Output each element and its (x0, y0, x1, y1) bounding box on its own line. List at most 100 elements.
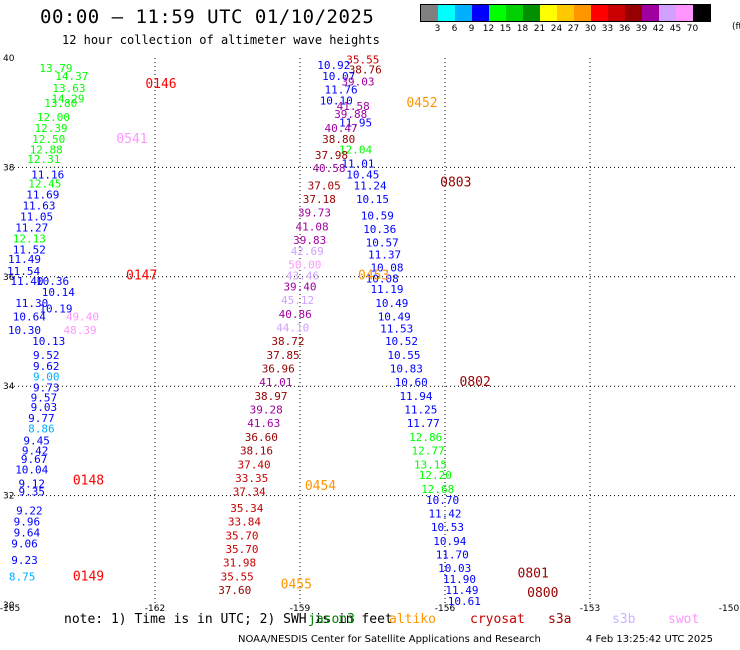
swh-value: 11.52 (13, 243, 46, 256)
swh-value: 35.55 (221, 570, 254, 583)
swh-value: 35.70 (225, 529, 258, 542)
legend-label: 45 (669, 24, 682, 34)
swh-value: 13.79 (39, 62, 72, 75)
y-tick-label: 38 (3, 163, 15, 173)
swh-value: 13.80 (44, 97, 77, 110)
x-tick-label: -162 (145, 604, 165, 614)
swh-value: 13.15 (414, 458, 447, 471)
swh-value: 45.12 (281, 294, 314, 307)
pass-time-label: 0147 (126, 269, 157, 284)
legend-swatch (472, 5, 489, 21)
swh-value: 39.73 (298, 207, 331, 220)
swh-value: 10.03 (438, 562, 471, 575)
swh-value: 10.61 (448, 595, 481, 608)
legend-label: 36 (618, 24, 631, 34)
pass-time-label: 0801 (518, 567, 549, 582)
swh-value: 38.76 (349, 63, 382, 76)
swh-value: 11.94 (399, 390, 432, 403)
pass-time-label: 0454 (305, 479, 336, 494)
swh-value: 38.80 (322, 133, 355, 146)
swh-value: 11.69 (26, 189, 59, 202)
satellite-cryosat: cryosat (470, 612, 525, 627)
legend-swatch (540, 5, 557, 21)
footer-note: note: 1) Time is in UTC; 2) SWH is in fe… (64, 612, 393, 627)
swh-value: 48.39 (64, 324, 97, 337)
swh-value: 10.52 (385, 335, 418, 348)
legend-swatch (659, 5, 676, 21)
swh-value: 9.06 (11, 538, 38, 551)
swh-value: 9.77 (28, 412, 55, 425)
legend-label: 15 (499, 24, 512, 34)
page-title: 00:00 – 11:59 UTC 01/10/2025 (40, 6, 375, 28)
swh-value: 11.42 (428, 507, 461, 520)
swh-value: 10.36 (363, 223, 396, 236)
swh-value: 11.30 (15, 297, 48, 310)
swh-value: 10.36 (36, 275, 69, 288)
swh-value: 12.20 (419, 469, 452, 482)
swh-value: 35.70 (225, 543, 258, 556)
pass-time-label: 0149 (73, 569, 104, 584)
swh-value: 9.73 (33, 382, 60, 395)
swh-value: 10.08 (366, 272, 399, 285)
swh-value: 12.50 (32, 133, 65, 146)
swh-value: 12.39 (35, 122, 68, 135)
swh-value: 9.45 (23, 435, 50, 448)
swh-value: 10.49 (375, 297, 408, 310)
swh-value: 10.83 (390, 363, 423, 376)
y-tick-label: 40 (3, 54, 15, 64)
swh-value: 12.45 (28, 178, 61, 191)
swh-value: 10.14 (42, 286, 75, 299)
legend-swatch (625, 5, 642, 21)
swh-value: 35.34 (230, 502, 263, 515)
swh-value: 43.46 (286, 270, 319, 283)
legend-swatch (574, 5, 591, 21)
x-tick-label: -153 (580, 604, 600, 614)
swh-value: 11.53 (380, 323, 413, 336)
legend-label: 12 (482, 24, 495, 34)
swh-value: 14.29 (51, 92, 84, 105)
satellite-swot: swot (668, 612, 700, 627)
swh-value: 11.24 (354, 179, 387, 192)
swh-value: 9.00 (33, 371, 60, 384)
swh-value: 38.97 (254, 390, 287, 403)
swh-value: 10.49 (378, 311, 411, 324)
swh-value: 37.60 (218, 584, 251, 597)
swh-value: 10.15 (356, 193, 389, 206)
swh-value: 12.04 (339, 144, 372, 157)
swh-value: 11.01 (341, 157, 374, 170)
swh-value: 44.10 (276, 322, 309, 335)
swh-value: 12.00 (37, 111, 70, 124)
swh-value: 11.95 (339, 116, 372, 129)
swh-value: 12.68 (421, 483, 454, 496)
legend-swatch (523, 5, 540, 21)
swh-value: 37.34 (233, 486, 266, 499)
swh-value: 10.94 (433, 535, 466, 548)
legend-label: 42 (652, 24, 665, 34)
pass-time-label: 0452 (406, 96, 437, 111)
swh-value: 10.70 (426, 494, 459, 507)
swh-value: 11.16 (31, 168, 64, 181)
swh-value: 10.45 (346, 168, 379, 181)
pass-time-label: 0146 (145, 77, 176, 92)
swh-value: 11.76 (325, 84, 358, 97)
swh-value: 11.25 (404, 404, 437, 417)
pass-time-label: 0800 (527, 586, 558, 601)
legend-swatch (421, 5, 438, 21)
swh-value: 10.64 (13, 311, 46, 324)
swh-value: 12.77 (412, 445, 445, 458)
swh-value: 37.40 (238, 458, 271, 471)
pass-time-label: 0541 (116, 132, 147, 147)
x-tick-label: -150 (719, 604, 740, 614)
pass-time-label: 0455 (281, 578, 312, 593)
swh-value: 9.67 (21, 453, 48, 466)
swh-value: 9.12 (19, 477, 46, 490)
swh-value: 11.19 (370, 283, 403, 296)
swh-value: 40.47 (325, 122, 358, 135)
swh-value: 40.58 (312, 162, 345, 175)
generation-timestamp: 4 Feb 13:25:42 UTC 2025 (586, 634, 713, 645)
swh-value: 9.57 (31, 392, 58, 405)
swh-value: 9.62 (33, 360, 60, 373)
legend-swatch (608, 5, 625, 21)
swh-value: 10.10 (320, 94, 353, 107)
